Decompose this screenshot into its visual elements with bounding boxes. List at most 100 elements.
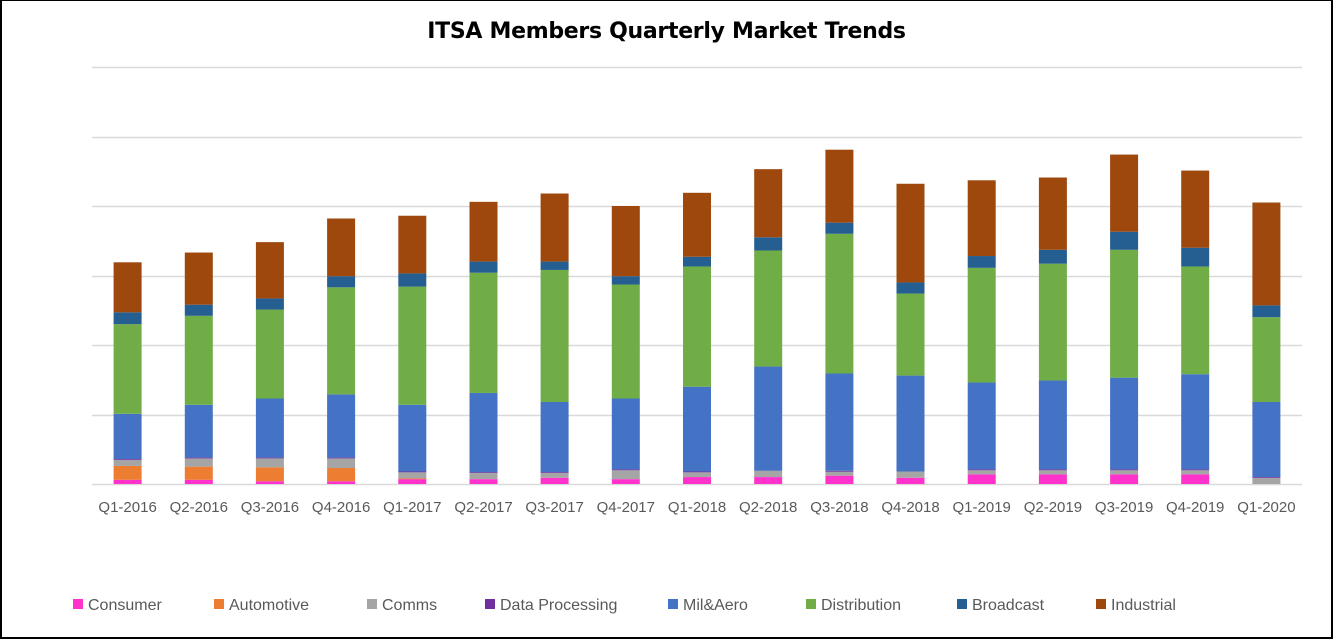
x-tick-label: Q4-2016: [312, 499, 370, 516]
bar-segment-broadcast: [754, 237, 783, 251]
bar-segment-mil-aero: [255, 398, 284, 458]
bar-segment-distribution: [1110, 249, 1139, 378]
bar-segment-consumer: [1181, 474, 1210, 484]
bar-segment-data-processing: [255, 457, 284, 459]
x-tick-label: Q1-2016: [98, 499, 156, 516]
bar-segment-automotive: [255, 467, 284, 482]
bar-segment-comms: [398, 472, 427, 479]
x-tick-label: Q3-2018: [810, 499, 868, 516]
bar-stack: [967, 180, 996, 484]
bar-segment-data-processing: [540, 472, 569, 473]
legend-label: Data Processing: [500, 597, 618, 614]
bar-segment-comms: [184, 458, 213, 467]
bar-segment-distribution: [113, 324, 142, 414]
bar-segment-consumer: [469, 479, 498, 484]
bar-segment-mil-aero: [611, 398, 640, 470]
legend-swatch-icon: [73, 599, 83, 609]
bar-segment-comms: [754, 470, 783, 478]
bar-segment-industrial: [184, 252, 213, 305]
bar-segment-broadcast: [540, 261, 569, 270]
bar-segment-mil-aero: [1110, 377, 1139, 470]
bar-segment-mil-aero: [469, 392, 498, 473]
bar-segment-comms: [896, 471, 925, 478]
x-tick-label: Q1-2019: [953, 499, 1011, 516]
bar-segment-comms: [683, 472, 711, 478]
bar-segment-industrial: [825, 149, 854, 223]
legend-label: Consumer: [88, 597, 162, 614]
bar-segment-broadcast: [1110, 231, 1139, 250]
bar-segment-distribution: [184, 315, 213, 405]
bar-segment-mil-aero: [1252, 401, 1281, 478]
bar-stack: [825, 149, 854, 484]
x-tick-label: Q2-2016: [170, 499, 228, 516]
bar-stack: [255, 242, 284, 484]
bar-segment-automotive: [398, 478, 427, 480]
bar-segment-mil-aero: [683, 386, 711, 472]
legend-item: Distribution: [806, 595, 901, 617]
bar-segment-mil-aero: [896, 375, 925, 472]
bar-segment-comms: [1110, 470, 1139, 475]
x-tick-label: Q3-2019: [1095, 499, 1153, 516]
bar-segment-distribution: [540, 269, 569, 402]
legend-label: Industrial: [1111, 597, 1176, 614]
bar-segment-broadcast: [896, 282, 925, 294]
legend-swatch-icon: [1096, 599, 1106, 609]
bar-stack: [611, 206, 640, 484]
bar-segment-broadcast: [327, 276, 356, 288]
legend-swatch-icon: [214, 599, 224, 609]
bar-segment-mil-aero: [1038, 380, 1067, 470]
bar-segment-industrial: [896, 183, 925, 283]
chart-legend: Consumer Automotive Comms Data Processing Mi…: [0, 595, 1333, 619]
bar-segment-comms: [113, 459, 142, 466]
bar-segment-comms: [1038, 470, 1067, 475]
bar-stack: [1110, 154, 1139, 484]
bar-segment-mil-aero: [327, 394, 356, 458]
legend-swatch-icon: [367, 599, 377, 609]
bar-segment-broadcast: [113, 312, 142, 325]
bar-segment-consumer: [327, 481, 356, 484]
bar-segment-distribution: [896, 293, 925, 376]
bar-segment-consumer: [754, 477, 783, 484]
bar-segment-industrial: [540, 193, 569, 262]
bar-stack: [1252, 202, 1281, 484]
bar-segment-consumer: [540, 477, 569, 484]
bar-segment-distribution: [1038, 263, 1067, 381]
bar-segment-data-processing: [611, 469, 640, 471]
bar-segment-distribution: [1252, 317, 1281, 402]
legend-label: Automotive: [229, 597, 310, 614]
bar-segment-industrial: [327, 218, 356, 277]
bar-segment-mil-aero: [184, 404, 213, 458]
bar-stack: [327, 218, 356, 484]
bar-segment-comms: [469, 472, 498, 480]
bar-segment-consumer: [967, 474, 996, 484]
bar-stack: [540, 193, 569, 484]
legend-item: Data Processing: [485, 595, 617, 617]
bar-segment-comms: [327, 458, 356, 469]
bar-segment-industrial: [255, 242, 284, 299]
bar-segment-consumer: [113, 479, 142, 484]
legend-label: Broadcast: [972, 597, 1045, 614]
bar-segment-consumer: [1110, 474, 1139, 484]
x-tick-label: Q3-2017: [525, 499, 583, 516]
bar-segment-mil-aero: [825, 373, 854, 471]
bar-stack: [184, 252, 213, 484]
bar-segment-consumer: [255, 481, 284, 484]
bar-segment-automotive: [184, 466, 213, 480]
bar-segment-industrial: [469, 201, 498, 262]
bar-segment-broadcast: [255, 298, 284, 310]
bar-segment-broadcast: [398, 273, 427, 287]
bar-segment-distribution: [398, 286, 427, 405]
bar-segment-data-processing: [967, 469, 996, 471]
bar-segment-industrial: [1181, 170, 1210, 248]
bar-segment-industrial: [754, 169, 783, 238]
bar-segment-data-processing: [184, 457, 213, 459]
bar-segment-consumer: [683, 477, 711, 484]
bar-stack: [683, 192, 711, 484]
bar-stack: [398, 215, 427, 484]
x-tick-label: Q2-2019: [1024, 499, 1082, 516]
bar-segment-consumer: [825, 475, 854, 484]
bar-stack: [754, 169, 783, 484]
bar-segment-comms: [825, 471, 854, 476]
bar-segment-broadcast: [1038, 249, 1067, 264]
